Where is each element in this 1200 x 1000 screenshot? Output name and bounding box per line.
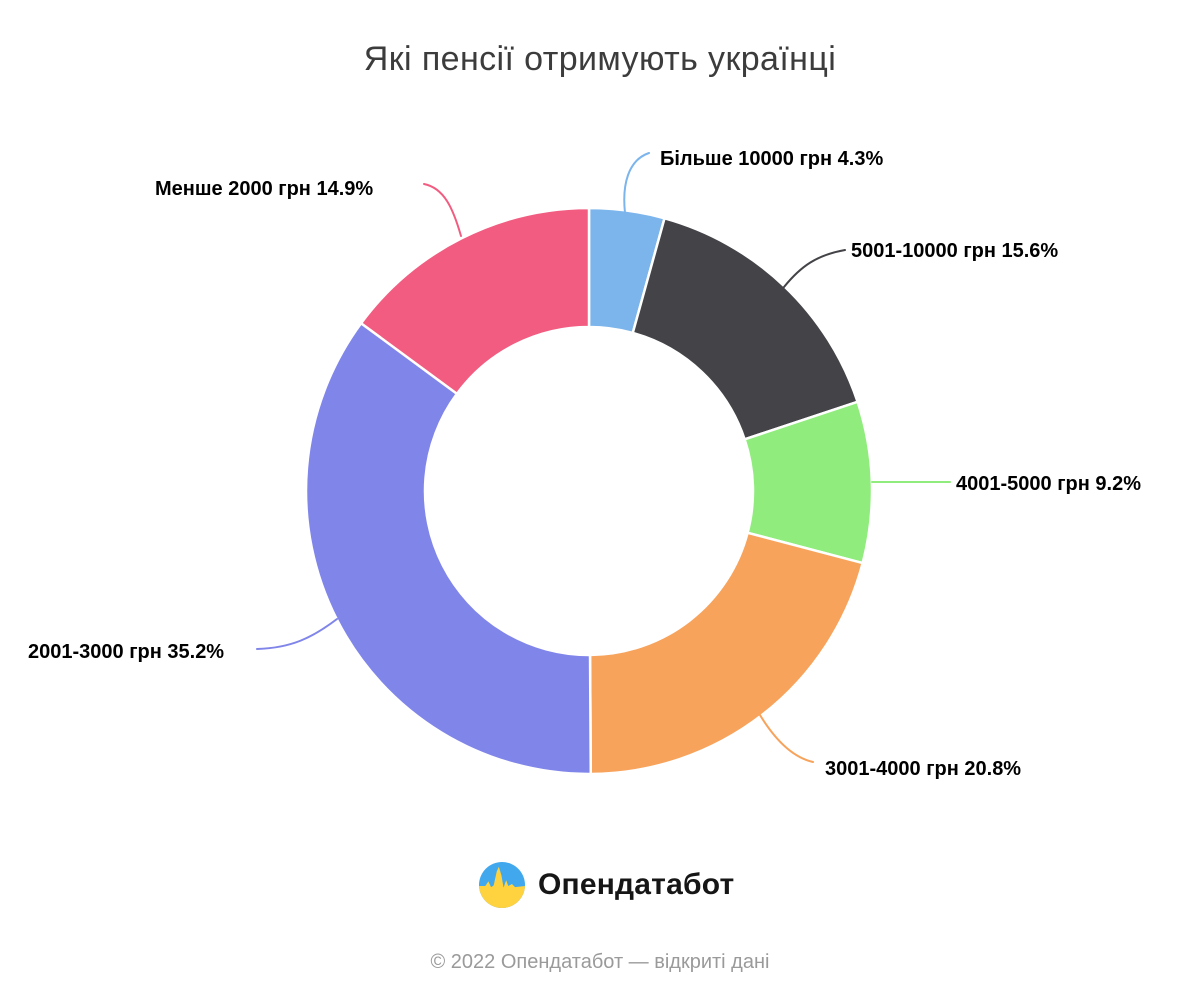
connector-menshe-2000 xyxy=(423,183,462,237)
slice-label-5001-10000: 5001-10000 грн 15.6% xyxy=(851,240,1059,262)
opendatabot-pulse-icon xyxy=(479,862,525,908)
pie-slice-5001-10000[interactable] xyxy=(631,217,859,441)
connector-3001-4000 xyxy=(756,709,814,763)
connector-bilshe-10000 xyxy=(623,152,650,214)
opendatabot-logo-text: Опендатабот xyxy=(538,868,735,901)
slice-label-2001-3000: 2001-3000 грн 35.2% xyxy=(28,641,225,663)
copyright-text: © 2022 Опендатабот — відкриті дані xyxy=(430,951,770,973)
pie-slice-menshe-2000[interactable] xyxy=(359,206,591,396)
chart-title: Які пенсії отримують українці xyxy=(363,40,837,78)
slice-label-3001-4000: 3001-4000 грн 20.8% xyxy=(825,758,1022,780)
slice-label-menshe-2000: Менше 2000 грн 14.9% xyxy=(155,178,374,200)
slice-label-4001-5000: 4001-5000 грн 9.2% xyxy=(956,473,1141,495)
pie-slice-2001-3000[interactable] xyxy=(304,321,593,776)
pie-slice-3001-4000[interactable] xyxy=(588,531,864,776)
connector-5001-10000 xyxy=(783,249,846,288)
connector-2001-3000 xyxy=(256,618,338,650)
slice-label-bilshe-10000: Більше 10000 грн 4.3% xyxy=(660,148,884,170)
opendatabot-logo: Опендатабот xyxy=(479,862,734,908)
